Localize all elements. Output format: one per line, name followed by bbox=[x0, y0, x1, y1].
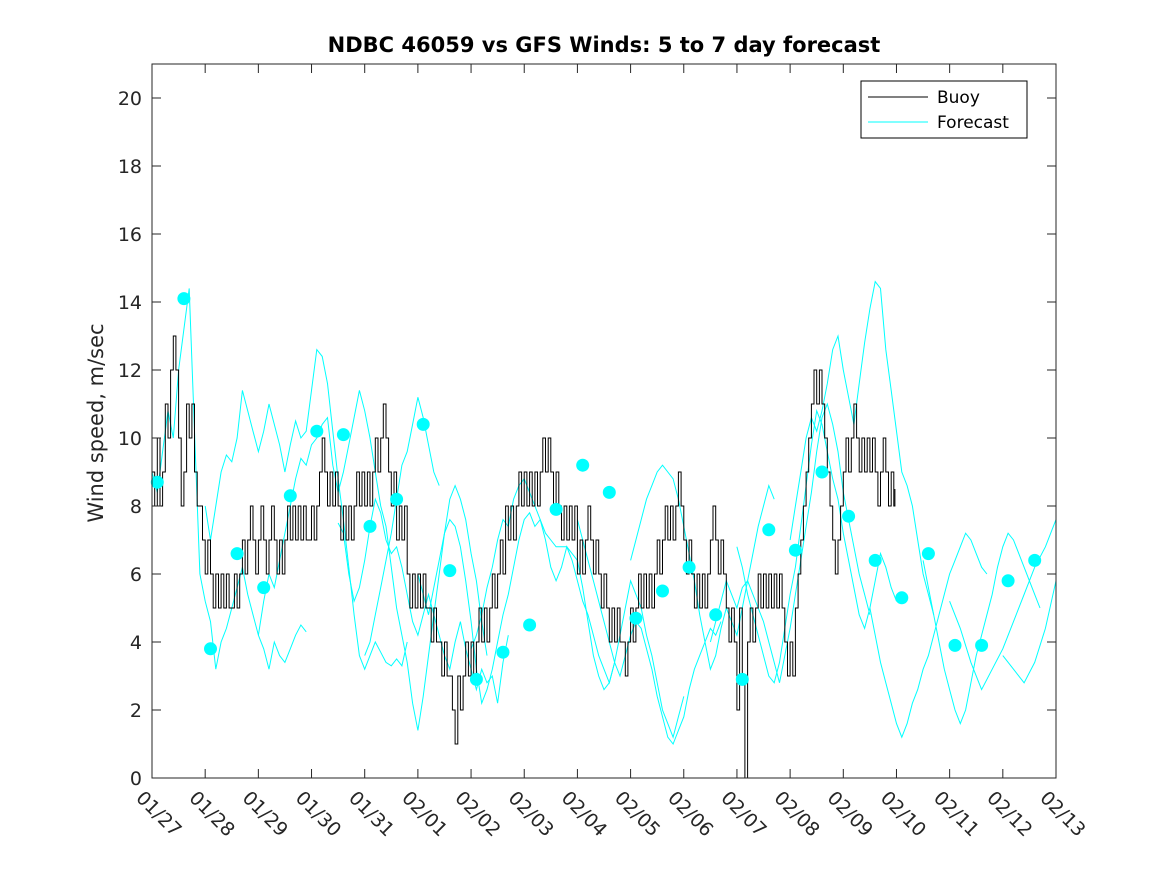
buoy-line bbox=[152, 335, 896, 779]
forecast-marker-13 bbox=[469, 672, 483, 686]
forecast-marker-16 bbox=[549, 502, 563, 516]
legend-label-buoy: Buoy bbox=[937, 88, 980, 108]
forecast-marker-15 bbox=[523, 618, 537, 632]
forecast-line-8 bbox=[576, 519, 722, 746]
forecast-marker-12 bbox=[443, 564, 457, 578]
forecast-line-6 bbox=[417, 511, 616, 706]
forecast-marker-8 bbox=[336, 428, 350, 442]
forecast-line-14 bbox=[922, 532, 1041, 725]
axes-frame bbox=[151, 63, 1057, 779]
y-tick-label-12: 12 bbox=[118, 360, 142, 382]
y-tick-label-8: 8 bbox=[130, 496, 142, 518]
forecast-marker-4 bbox=[230, 547, 244, 561]
forecast-marker-18 bbox=[602, 485, 616, 499]
forecast-marker-34 bbox=[1028, 553, 1042, 567]
forecast-marker-29 bbox=[895, 591, 909, 605]
forecast-marker-10 bbox=[390, 492, 404, 506]
forecast-marker-9 bbox=[363, 519, 377, 533]
forecast-marker-22 bbox=[709, 608, 723, 622]
y-tick-label-10: 10 bbox=[118, 428, 142, 450]
buoy-series-group bbox=[152, 335, 896, 779]
forecast-marker-31 bbox=[948, 638, 962, 652]
forecast-marker-14 bbox=[496, 645, 510, 659]
forecast-marker-23 bbox=[735, 672, 749, 686]
y-tick-label-14: 14 bbox=[118, 292, 142, 314]
forecast-marker-28 bbox=[868, 553, 882, 567]
forecast-marker-5 bbox=[257, 581, 271, 595]
forecast-marker-25 bbox=[788, 543, 802, 557]
forecast-line-7 bbox=[470, 477, 685, 739]
forecast-marker-20 bbox=[656, 584, 669, 598]
y-tick-label-16: 16 bbox=[118, 224, 142, 246]
forecast-markers-group bbox=[150, 292, 1042, 686]
forecast-line-13 bbox=[869, 532, 988, 739]
forecast-marker-1 bbox=[150, 475, 164, 489]
legend-label-forecast: Forecast bbox=[937, 113, 1009, 133]
forecast-line-1 bbox=[151, 288, 307, 670]
forecast-line-9 bbox=[630, 464, 775, 671]
y-tick-label-4: 4 bbox=[130, 632, 142, 654]
y-tick-label-20: 20 bbox=[118, 88, 142, 110]
forecast-marker-19 bbox=[629, 611, 643, 625]
y-tick-label-6: 6 bbox=[130, 564, 142, 586]
forecast-line-2 bbox=[204, 348, 408, 671]
forecast-marker-32 bbox=[975, 638, 989, 652]
chart-title: NDBC 46059 vs GFS Winds: 5 to 7 day fore… bbox=[328, 33, 881, 57]
y-tick-label-2: 2 bbox=[130, 700, 142, 722]
forecast-marker-7 bbox=[310, 424, 324, 438]
forecast-marker-11 bbox=[416, 417, 430, 431]
y-tick-label-0: 0 bbox=[130, 768, 142, 790]
forecast-marker-21 bbox=[682, 560, 696, 574]
plot-area bbox=[152, 64, 1056, 778]
forecast-marker-24 bbox=[762, 523, 776, 537]
forecast-line-12 bbox=[789, 280, 935, 615]
legend: Buoy Forecast bbox=[860, 80, 1028, 139]
legend-box bbox=[860, 80, 1028, 139]
forecast-line-4 bbox=[364, 397, 440, 656]
forecast-marker-26 bbox=[815, 465, 829, 479]
forecast-marker-33 bbox=[1001, 574, 1015, 588]
forecast-line-3 bbox=[257, 390, 488, 731]
forecast-marker-30 bbox=[921, 547, 935, 561]
forecast-marker-27 bbox=[842, 509, 856, 523]
forecast-marker-6 bbox=[283, 489, 297, 503]
forecast-line-16 bbox=[1002, 580, 1057, 684]
forecast-marker-2 bbox=[177, 292, 191, 306]
y-axis-label: Wind speed, m/sec bbox=[84, 323, 108, 522]
forecast-marker-3 bbox=[204, 642, 217, 656]
forecast-marker-17 bbox=[576, 458, 590, 472]
plot-background bbox=[152, 64, 1056, 778]
y-tick-label-18: 18 bbox=[118, 156, 142, 178]
